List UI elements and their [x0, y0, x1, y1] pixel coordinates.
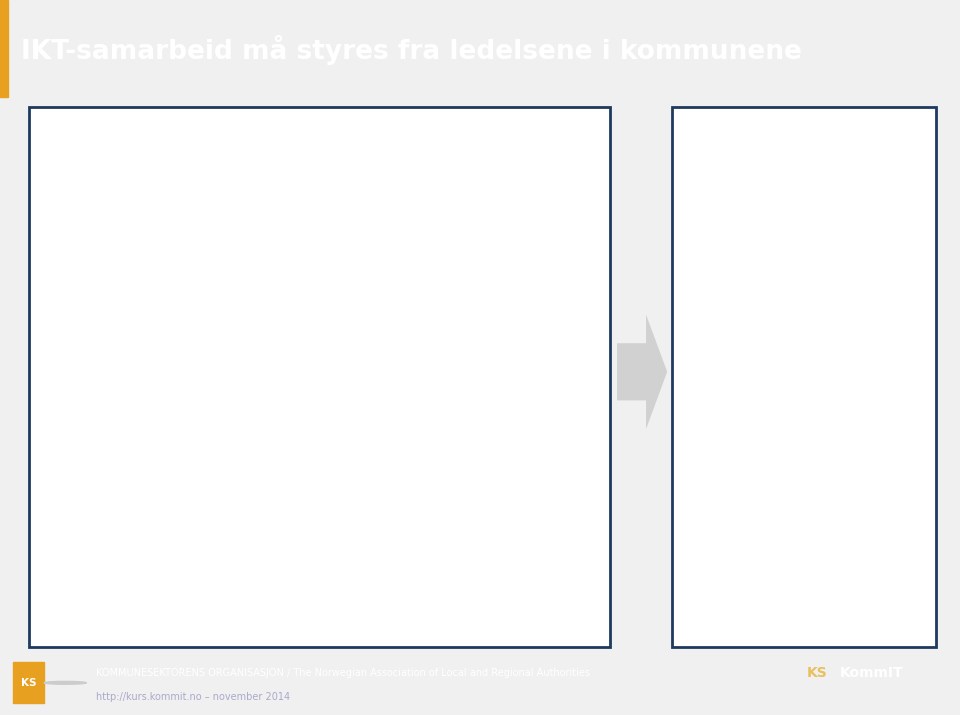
- Text: Høy: Høy: [520, 547, 544, 560]
- Bar: [0, 0, 8, 97]
- Text: IKT-samarbeider med
blandet størrelse gir bedre
kvalitet også for de små.: IKT-samarbeider med blandet størrelse gi…: [709, 583, 876, 634]
- Text: IKT-KOSTNAD PR. INNBYGGER VS. IKT-KVALITET: IKT-KOSTNAD PR. INNBYGGER VS. IKT-KVALIT…: [142, 124, 496, 137]
- Text: KS: KS: [806, 666, 828, 680]
- Circle shape: [44, 681, 86, 684]
- Text: Lav: Lav: [96, 543, 118, 557]
- Text: IKT-samarbeid og lav IKT-
kostnad og høy kvalitet.: IKT-samarbeid og lav IKT- kostnad og høy…: [709, 213, 865, 245]
- Text: VIKTIGSTE FUNN: VIKTIGSTE FUNN: [690, 124, 815, 137]
- Point: [413, 315, 428, 327]
- Point: [273, 322, 288, 334]
- Text: •: •: [688, 435, 697, 450]
- Text: Lav: Lav: [96, 543, 118, 557]
- Text: KommIT: KommIT: [840, 666, 903, 680]
- Point: [323, 584, 338, 596]
- Text: samarbeid: samarbeid: [126, 596, 212, 610]
- Point: [292, 363, 307, 375]
- Text: samarbeid: samarbeid: [356, 596, 443, 610]
- Text: http://kurs.kommit.no – november 2014: http://kurs.kommit.no – november 2014: [96, 692, 290, 702]
- Text: Lav: Lav: [95, 547, 117, 560]
- Point: [336, 301, 351, 312]
- Text: KS: KS: [21, 678, 36, 688]
- Text: Høy: Høy: [566, 543, 590, 557]
- Text: Stordriftsfordeler både i
kommunen og i IKT-
samarbeidet: Stordriftsfordeler både i kommunen og i …: [709, 317, 858, 367]
- Text: *Kvalitet ble målt som tjenesteomfang (35%), digitaliseringsgrad (35%), IKT-mode: *Kvalitet ble målt som tjenesteomfang (3…: [44, 628, 449, 638]
- Text: •: •: [688, 317, 697, 332]
- Point: [86, 584, 103, 596]
- Text: IKT-kvalitet*: IKT-kvalitet*: [46, 307, 59, 387]
- Point: [176, 330, 191, 342]
- Text: IKT-kostnad pr. innbygger: IKT-kostnad pr. innbygger: [259, 573, 427, 586]
- Point: [195, 367, 210, 378]
- Point: [341, 337, 356, 349]
- Text: Høy: Høy: [96, 137, 120, 150]
- Point: [350, 370, 366, 382]
- Text: KOMMUNESEKTORENS ORGANISASJON / The Norwegian Association of Local and Regional : KOMMUNESEKTORENS ORGANISASJON / The Norw…: [96, 669, 590, 678]
- Text: IKT-samarbeid må styres fra ledelsene i kommunene: IKT-samarbeid må styres fra ledelsene i …: [21, 35, 802, 65]
- Point: [427, 352, 443, 363]
- Text: utenfor IKT-: utenfor IKT-: [126, 571, 197, 583]
- Text: •: •: [688, 213, 697, 228]
- Polygon shape: [617, 315, 667, 429]
- Text: Det er de største
kommunene som gir best
tilbud i forhold til «kvalitet
per kron: Det er de største kommunene som gir best…: [709, 435, 875, 503]
- Text: •: •: [688, 583, 697, 598]
- Bar: [13, 662, 44, 704]
- Text: innenfor IKT-: innenfor IKT-: [356, 571, 434, 583]
